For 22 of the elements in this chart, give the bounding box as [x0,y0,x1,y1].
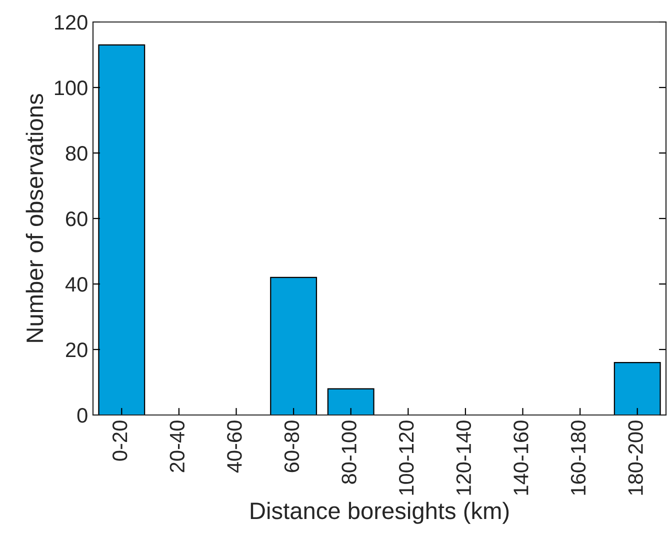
y-tick-label: 120 [54,15,88,30]
y-axis-title: Number of observations [26,94,44,342]
y-tick-label: 80 [66,146,88,161]
y-tick-label: 40 [65,277,88,292]
x-tick-label: 180-200 [628,420,643,495]
x-tick-label: 140-160 [514,420,528,495]
y-tick-label: 60 [66,212,88,226]
x-tick-label: 80-100 [342,420,356,484]
x-tick-label: 160-180 [570,420,586,495]
x-tick-label: 120-140 [456,420,472,495]
y-tick-label: 100 [54,80,88,96]
y-tick-label: 0 [77,408,88,423]
x-tick-label: 20-40 [170,420,185,472]
x-axis-title: Distance boresights (km) [250,502,509,524]
bar [327,388,374,415]
x-tick-label: 100-120 [398,420,414,495]
bar [614,362,661,415]
y-tick-label: 20 [66,342,88,358]
bar [270,276,318,415]
x-tick-label: 40-60 [227,420,242,473]
x-tick-label: 60-80 [284,420,300,472]
x-tick-label: 0-20 [112,420,128,461]
